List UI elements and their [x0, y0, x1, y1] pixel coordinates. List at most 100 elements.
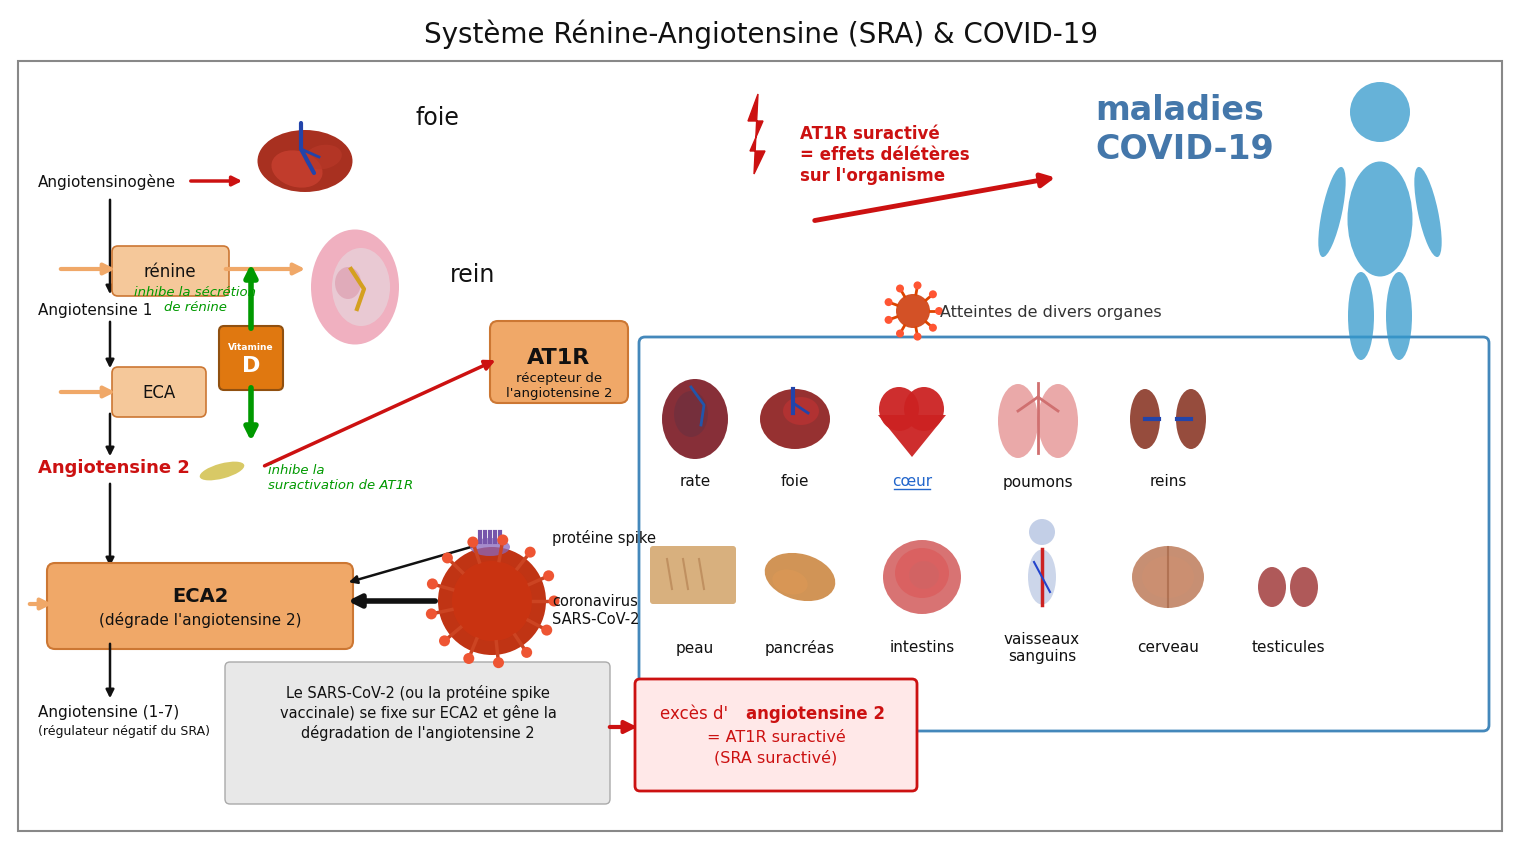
FancyBboxPatch shape [113, 367, 205, 417]
Circle shape [896, 295, 930, 329]
FancyBboxPatch shape [113, 247, 228, 296]
FancyBboxPatch shape [47, 563, 353, 649]
Ellipse shape [199, 462, 245, 481]
Ellipse shape [1291, 567, 1318, 607]
Circle shape [498, 535, 508, 546]
Text: (dégrade l'angiotensine 2): (dégrade l'angiotensine 2) [99, 611, 301, 627]
Text: inhibe la
suractivation de AT1R: inhibe la suractivation de AT1R [268, 463, 414, 492]
Circle shape [548, 596, 560, 607]
Ellipse shape [909, 561, 939, 590]
Text: poumons: poumons [1003, 474, 1073, 489]
Text: cœur: cœur [892, 474, 931, 489]
Circle shape [525, 547, 536, 558]
Text: peau: peau [676, 640, 714, 654]
FancyBboxPatch shape [225, 662, 610, 804]
Circle shape [884, 299, 892, 307]
Text: ECA: ECA [143, 383, 175, 401]
Ellipse shape [1142, 556, 1193, 598]
Ellipse shape [1132, 546, 1204, 608]
Text: foie: foie [416, 106, 458, 130]
Polygon shape [747, 95, 766, 175]
Text: Système Rénine-Angiotensine (SRA) & COVID-19: Système Rénine-Angiotensine (SRA) & COVI… [425, 20, 1097, 49]
Circle shape [543, 571, 554, 582]
Ellipse shape [335, 268, 361, 300]
Ellipse shape [257, 131, 353, 193]
Circle shape [493, 658, 504, 668]
Text: = AT1R suractivé: = AT1R suractivé [706, 728, 845, 744]
FancyBboxPatch shape [219, 326, 283, 390]
Ellipse shape [764, 553, 836, 602]
Circle shape [913, 333, 921, 341]
Text: inhibe la sécrétion
de rénine: inhibe la sécrétion de rénine [134, 285, 256, 314]
Ellipse shape [1414, 168, 1441, 258]
FancyBboxPatch shape [635, 679, 916, 791]
Text: rein: rein [451, 262, 495, 286]
Text: ECA2: ECA2 [172, 586, 228, 605]
Text: Angiotensine (1-7): Angiotensine (1-7) [38, 705, 180, 720]
Circle shape [438, 547, 546, 655]
Ellipse shape [1027, 550, 1056, 605]
Text: testicules: testicules [1251, 640, 1324, 654]
Text: protéine spike: protéine spike [552, 529, 656, 545]
Ellipse shape [662, 379, 728, 459]
Ellipse shape [1177, 389, 1205, 450]
FancyBboxPatch shape [490, 321, 629, 404]
Ellipse shape [271, 151, 323, 188]
Text: intestins: intestins [889, 640, 954, 654]
Text: vaisseaux
sanguins: vaisseaux sanguins [1005, 631, 1081, 664]
Text: dégradation de l'angiotensine 2: dégradation de l'angiotensine 2 [301, 724, 534, 740]
Ellipse shape [1348, 273, 1374, 360]
Circle shape [426, 608, 437, 619]
Ellipse shape [1347, 163, 1412, 277]
Ellipse shape [904, 388, 944, 431]
Circle shape [935, 308, 944, 315]
Ellipse shape [1038, 384, 1078, 458]
Ellipse shape [304, 146, 342, 170]
Text: rénine: rénine [143, 262, 196, 280]
Text: Angiotensine 1: Angiotensine 1 [38, 302, 152, 317]
Circle shape [542, 625, 552, 636]
Text: reins: reins [1149, 474, 1187, 489]
Ellipse shape [332, 249, 390, 326]
Text: Atteintes de divers organes: Atteintes de divers organes [941, 304, 1161, 320]
Ellipse shape [759, 389, 829, 450]
Text: récepteur de
l'angiotensine 2: récepteur de l'angiotensine 2 [505, 371, 612, 400]
Text: Vitamine: Vitamine [228, 343, 274, 351]
Text: excès d': excès d' [661, 704, 728, 722]
Circle shape [913, 282, 921, 290]
Text: angiotensine 2: angiotensine 2 [746, 704, 884, 722]
Text: (régulateur négatif du SRA): (régulateur négatif du SRA) [38, 725, 210, 738]
Text: cerveau: cerveau [1137, 640, 1199, 654]
Text: vaccinale) se fixe sur ECA2 et gêne la: vaccinale) se fixe sur ECA2 et gêne la [280, 704, 557, 720]
Circle shape [438, 636, 451, 647]
Ellipse shape [310, 230, 399, 345]
Circle shape [467, 537, 478, 548]
Text: maladies
COVID-19: maladies COVID-19 [1094, 95, 1274, 165]
Ellipse shape [1318, 168, 1345, 258]
Text: (SRA suractivé): (SRA suractivé) [714, 750, 837, 765]
Text: rate: rate [679, 474, 711, 489]
Ellipse shape [470, 538, 510, 556]
Text: AT1R suractivé
= effets délétères
sur l'organisme: AT1R suractivé = effets délétères sur l'… [801, 125, 970, 185]
Ellipse shape [883, 540, 960, 614]
Circle shape [452, 561, 533, 642]
Ellipse shape [1129, 389, 1160, 450]
Ellipse shape [772, 570, 808, 595]
Ellipse shape [880, 388, 919, 431]
Text: D: D [242, 355, 260, 376]
Text: Angiotensinogène: Angiotensinogène [38, 174, 177, 190]
FancyBboxPatch shape [18, 62, 1502, 831]
Text: coronavirus: coronavirus [552, 593, 638, 607]
Circle shape [884, 317, 892, 325]
Circle shape [928, 325, 938, 332]
Text: SARS-CoV-2: SARS-CoV-2 [552, 611, 639, 625]
Circle shape [1029, 520, 1055, 545]
Ellipse shape [782, 398, 819, 425]
Text: pancréas: pancréas [766, 639, 836, 655]
Circle shape [896, 330, 904, 338]
Text: Angiotensine 2: Angiotensine 2 [38, 458, 190, 476]
Circle shape [896, 285, 904, 293]
Ellipse shape [895, 549, 950, 598]
Circle shape [463, 653, 475, 665]
Text: AT1R: AT1R [528, 348, 591, 367]
